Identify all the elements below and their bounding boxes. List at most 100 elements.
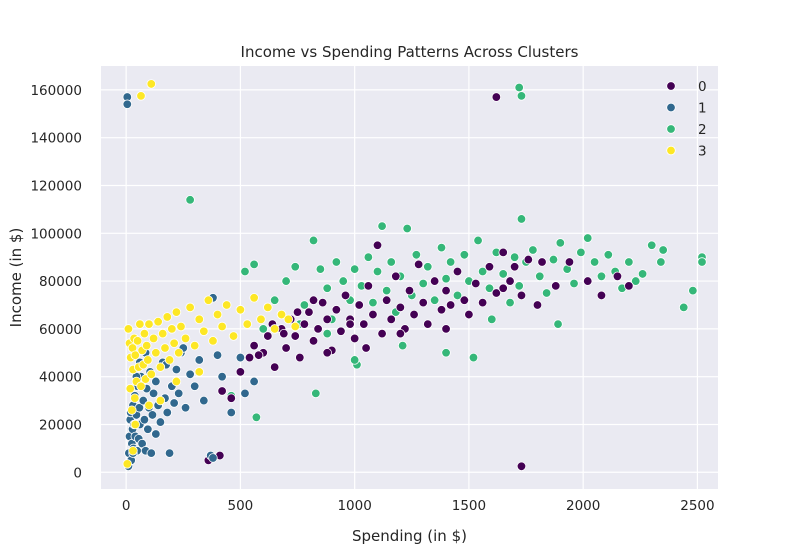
point-cluster-3	[194, 314, 204, 325]
point-cluster-0	[308, 336, 319, 346]
point-cluster-2	[477, 266, 488, 277]
point-cluster-0	[459, 295, 470, 305]
point-cluster-3	[136, 381, 146, 391]
point-cluster-2	[185, 195, 195, 205]
point-cluster-3	[127, 405, 137, 415]
point-cluster-0	[413, 259, 424, 270]
point-cluster-0	[418, 297, 428, 308]
point-cluster-0	[299, 319, 310, 329]
point-cluster-1	[151, 429, 161, 439]
point-cluster-3	[242, 319, 252, 329]
point-cluster-3	[290, 321, 300, 332]
point-cluster-0	[322, 314, 332, 325]
point-cluster-2	[441, 348, 451, 358]
point-cluster-0	[441, 285, 451, 296]
point-cluster-0	[317, 297, 328, 308]
point-cluster-2	[576, 247, 586, 258]
point-cluster-0	[354, 300, 364, 310]
point-cluster-3	[155, 395, 166, 406]
point-cluster-3	[160, 343, 170, 353]
point-cluster-3	[164, 355, 175, 365]
point-cluster-0	[404, 285, 415, 296]
point-cluster-1	[122, 99, 132, 109]
point-cluster-2	[528, 245, 538, 255]
point-cluster-2	[688, 285, 698, 296]
y-tick-label: 60000	[39, 322, 82, 338]
point-cluster-3	[148, 333, 159, 344]
point-cluster-3	[217, 321, 227, 332]
point-cluster-2	[624, 257, 634, 267]
point-cluster-3	[269, 324, 280, 334]
point-cluster-3	[162, 312, 172, 322]
point-cluster-0	[279, 328, 289, 339]
point-cluster-0	[498, 247, 508, 258]
point-cluster-0	[331, 305, 342, 315]
point-cluster-0	[491, 92, 502, 102]
point-cluster-2	[583, 233, 593, 243]
point-cluster-2	[514, 82, 524, 93]
y-tick-label: 0	[73, 465, 82, 481]
point-cluster-2	[468, 352, 479, 363]
point-cluster-0	[235, 367, 246, 377]
point-cluster-1	[173, 388, 184, 399]
point-cluster-0	[304, 307, 314, 317]
point-cluster-3	[176, 321, 186, 332]
point-cluster-1	[169, 398, 179, 408]
point-cluster-1	[143, 424, 153, 434]
point-cluster-0	[523, 254, 534, 265]
point-cluster-0	[612, 271, 623, 282]
point-cluster-3	[141, 340, 152, 351]
point-cluster-2	[498, 269, 508, 279]
point-cluster-3	[263, 302, 273, 313]
point-cluster-2	[459, 250, 470, 260]
point-cluster-0	[263, 331, 273, 341]
legend-marker-cluster-2	[666, 124, 676, 134]
point-cluster-3	[146, 369, 156, 379]
point-cluster-2	[281, 276, 291, 286]
point-cluster-1	[155, 417, 166, 427]
point-cluster-1	[212, 350, 223, 360]
point-cluster-3	[130, 393, 140, 403]
point-cluster-2	[569, 278, 579, 289]
point-cluster-3	[146, 79, 156, 89]
y-tick-label: 20000	[39, 417, 82, 433]
point-cluster-3	[199, 326, 209, 336]
point-cluster-3	[135, 319, 145, 329]
point-cluster-0	[498, 283, 508, 293]
point-cluster-3	[139, 328, 150, 339]
point-cluster-3	[132, 336, 143, 346]
point-cluster-1	[208, 453, 218, 463]
point-cluster-2	[658, 245, 668, 255]
y-axis-label: Income (in $)	[7, 228, 25, 328]
x-tick-label: 500	[228, 498, 254, 514]
point-cluster-2	[631, 276, 641, 286]
point-cluster-1	[235, 352, 246, 363]
point-cluster-0	[624, 281, 634, 291]
y-tick-label: 120000	[30, 178, 82, 194]
point-cluster-0	[313, 324, 323, 334]
point-cluster-0	[551, 281, 561, 291]
point-cluster-0	[477, 297, 488, 308]
point-cluster-1	[240, 388, 250, 399]
point-cluster-3	[235, 305, 246, 315]
point-cluster-3	[180, 333, 191, 344]
point-cluster-3	[249, 293, 259, 303]
point-cluster-1	[217, 371, 227, 382]
point-cluster-2	[535, 271, 545, 282]
point-cluster-0	[436, 305, 447, 315]
point-cluster-2	[377, 221, 387, 231]
point-cluster-2	[423, 262, 433, 272]
x-tick-label: 2500	[680, 498, 714, 514]
point-cluster-2	[381, 285, 392, 296]
point-cluster-2	[555, 238, 566, 248]
point-cluster-1	[151, 376, 161, 387]
point-cluster-3	[151, 348, 161, 358]
point-cluster-3	[144, 400, 154, 411]
point-cluster-2	[258, 324, 268, 334]
point-cluster-3	[283, 314, 294, 325]
point-cluster-0	[564, 257, 575, 267]
data-points	[122, 79, 707, 472]
point-cluster-2	[322, 328, 332, 339]
point-cluster-2	[487, 314, 497, 325]
